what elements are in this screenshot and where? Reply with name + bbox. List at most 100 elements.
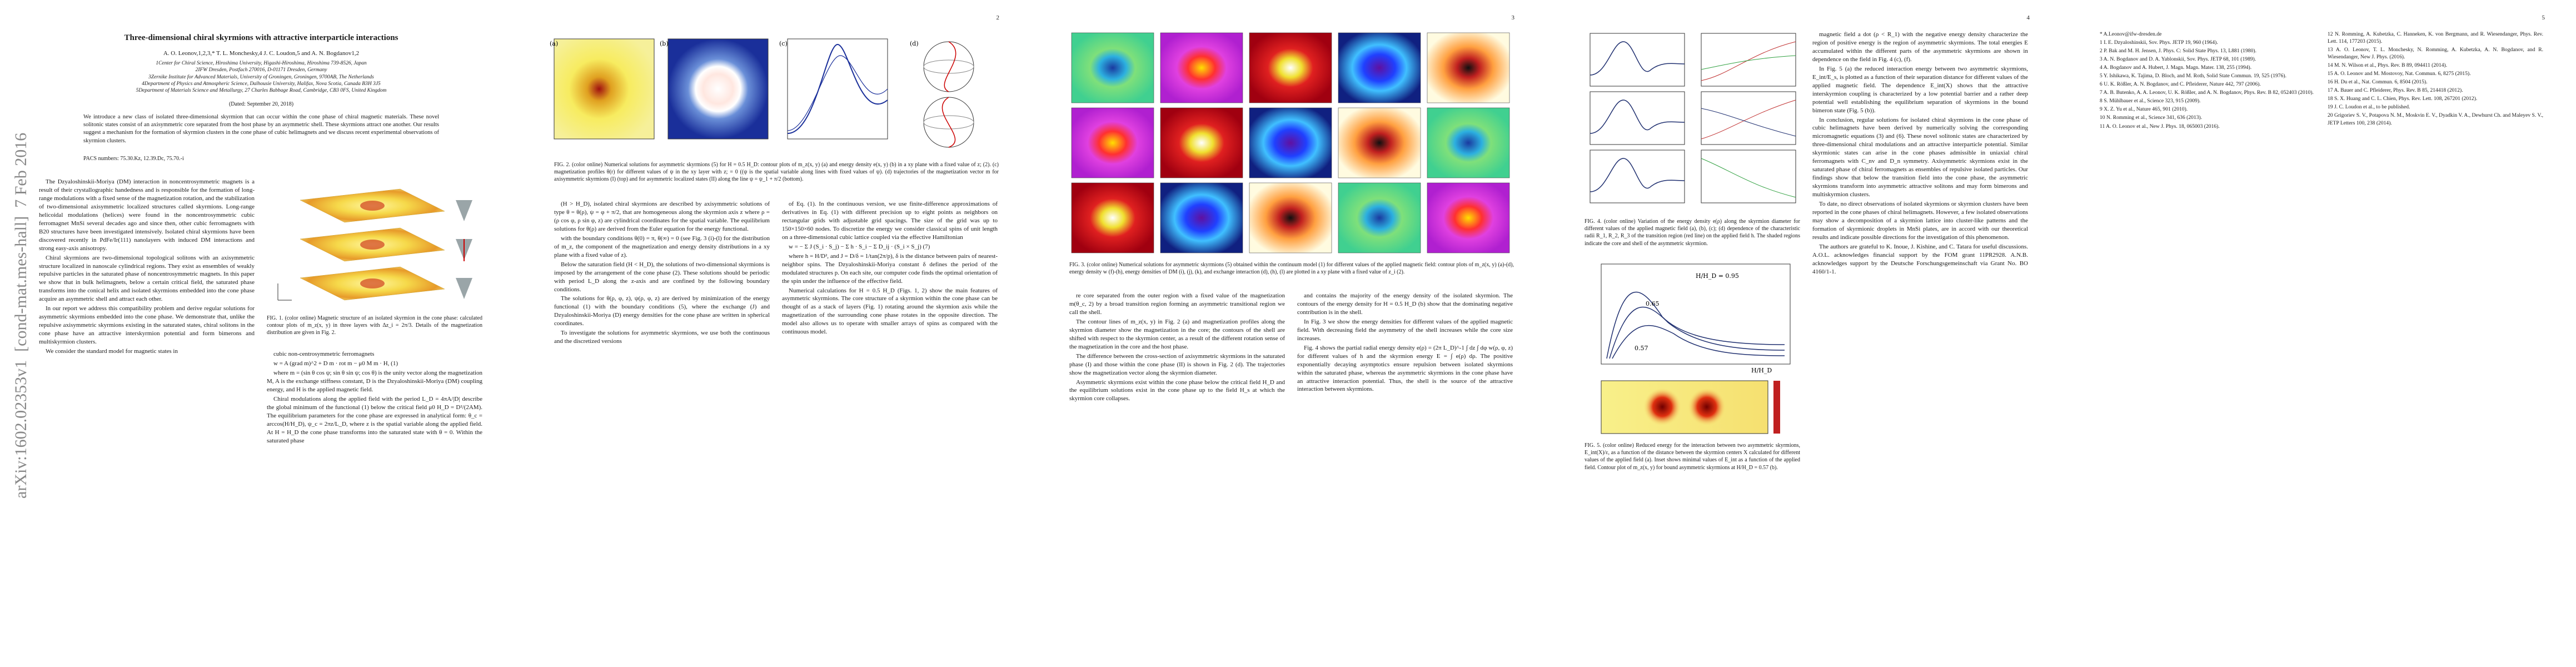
figure-shape xyxy=(1773,381,1780,434)
paragraph: To date, no direct observations of isola… xyxy=(1812,201,2028,241)
figure-caption: FIG. 1. (color online) Magnetic structur… xyxy=(267,315,482,336)
figure-shape xyxy=(554,38,655,140)
figure-shape xyxy=(1701,158,1796,198)
figure-shape xyxy=(1609,306,1785,359)
paragraph: and contains the majority of the energy … xyxy=(1297,292,1513,316)
panel-label: (c) xyxy=(779,40,788,47)
colour-map xyxy=(1071,182,1154,253)
paragraph: Chiral skyrmions are two-dimensional top… xyxy=(39,254,255,303)
figure-caption: FIG. 5. (color online) Reduced energy fo… xyxy=(1585,442,1800,471)
figure-shape xyxy=(667,38,769,140)
figure-shape xyxy=(1643,388,1681,426)
paragraph: 20 Grigoriev S. V., Potapova N. M., Mosk… xyxy=(2328,112,2543,126)
line: 1Center for Chiral Science, Hiroshima Un… xyxy=(156,61,367,66)
figure-shape xyxy=(923,115,974,130)
page-3: 3 FIG. 3. (color online) Numerical solut… xyxy=(1030,0,1546,667)
axis-label: H/H_D xyxy=(1751,367,1772,374)
paragraph: 6 U. K. Rößler, A. N. Bogdanov, and C. P… xyxy=(2100,81,2261,88)
paragraph: The Dzyaloshinskii-Moriya (DM) interacti… xyxy=(39,178,255,252)
paragraph: 3 A. N. Bogdanov and D. A. Yablonskii, S… xyxy=(2100,56,2256,63)
figure-shape xyxy=(1606,291,1785,359)
paragraph: In Fig. 3 we show the energy densities f… xyxy=(1297,318,1513,342)
paragraph: 19 J. C. Loudon et al., to be published. xyxy=(2328,104,2410,111)
figure-shape xyxy=(1590,91,1685,145)
paragraph: 12 N. Romming, A. Kubetzka, C. Hanneken,… xyxy=(2328,31,2543,45)
paragraph: Fig. 4 shows the partial radial energy d… xyxy=(1297,344,1513,393)
paragraph: of Eq. (1). In the continuous version, w… xyxy=(782,201,998,241)
line: 3Zernike Institute for Advanced Material… xyxy=(148,74,374,80)
paragraph: Chiral modulations along the applied fie… xyxy=(267,395,482,444)
figure-2: (a) (b) (c) (d) xyxy=(550,38,974,148)
figure-shape xyxy=(1590,158,1685,192)
paragraph: 18 S. X. Huang and C. L. Chien, Phys. Re… xyxy=(2328,96,2478,102)
paragraph: To investigate the solutions for asymmet… xyxy=(554,330,770,345)
paragraph: 10 N. Romming et al., Science 341, 636 (… xyxy=(2100,115,2203,121)
paragraph: 13 A. O. Leonov, T. L. Monchesky, N. Rom… xyxy=(2328,47,2543,61)
figure-shape xyxy=(923,59,974,74)
paragraph: 2 P. Bak and M. H. Jensen, J. Phys. C: S… xyxy=(2100,48,2256,54)
column: (H > H_D), isolated chiral skyrmions are… xyxy=(554,200,770,347)
paragraph: The difference between the cross-section… xyxy=(1069,352,1285,376)
curve-label: 0.65 xyxy=(1646,300,1660,307)
references: * A.Leonov@ifw-dresden.de 1 I. E. Dzyalos… xyxy=(2100,31,2315,131)
figure-shape xyxy=(1701,150,1796,203)
column: magnetic field a dot (ρ < R_1) with the … xyxy=(1812,31,2028,277)
figure-4 xyxy=(1590,33,1796,203)
colour-map xyxy=(1071,107,1154,178)
figure-caption: FIG. 4. (color online) Variation of the … xyxy=(1585,218,1800,247)
figure-shape xyxy=(1590,41,1685,76)
paragraph: 14 M. N. Wilson et al., Phys. Rev. B 89,… xyxy=(2328,62,2448,69)
paragraph: cubic non-centrosymmetric ferromagnets xyxy=(273,351,375,357)
paragraph: The authors are grateful to K. Inoue, J.… xyxy=(1812,243,2028,275)
paragraph: 7 A. B. Butenko, A. A. Leonov, U. K. Röß… xyxy=(2100,89,2314,96)
paragraph: 11 A. O. Leonov et al., New J. Phys. 18,… xyxy=(2100,123,2220,130)
figure-shape xyxy=(1590,99,1685,134)
figure-shape xyxy=(456,200,472,221)
date: (Dated: September 20, 2018) xyxy=(228,101,294,107)
column: and contains the majority of the energy … xyxy=(1297,292,1513,395)
figure-shape xyxy=(923,97,974,148)
colour-map xyxy=(1071,32,1154,103)
page-number: 3 xyxy=(1511,14,1515,21)
paragraph: In conclusion, regular solutions for iso… xyxy=(1812,116,2028,198)
paragraph: magnetic field a dot (ρ < R_1) with the … xyxy=(1812,31,2028,63)
figure-shape xyxy=(1590,150,1685,203)
page-5: 5 * A.Leonov@ifw-dresden.de 1 I. E. Dzyal… xyxy=(2061,0,2576,667)
paragraph: 8 S. Mühlbauer et al., Science 323, 915 … xyxy=(2100,98,2201,104)
colour-map xyxy=(1427,107,1510,178)
figure-shape xyxy=(1701,41,1796,81)
paragraph: Numerical calculations for H = 0.5 H_D (… xyxy=(782,287,998,336)
figure-shape xyxy=(1590,33,1685,87)
line: 4Department of Physics and Atmospheric S… xyxy=(142,81,381,87)
colour-map xyxy=(1427,182,1510,253)
column: cubic non-centrosymmetric ferromagnets w … xyxy=(267,350,482,446)
figure-shape xyxy=(277,188,472,301)
colour-map xyxy=(1338,32,1421,103)
figure-5: H/H_D = 0.95 0.65 0.57 H/H_D xyxy=(1601,263,1791,434)
column: The Dzyaloshinskii-Moriya (DM) interacti… xyxy=(39,178,255,357)
colour-map xyxy=(1249,107,1332,178)
colour-map xyxy=(1427,32,1510,103)
authors: A. O. Leonov,1,2,3,* T. L. Monchesky,4 J… xyxy=(163,50,360,57)
paragraph: 4 A. Bogdanov and A. Hubert, J. Magn. Ma… xyxy=(2100,64,2252,71)
figure-shape xyxy=(360,240,385,250)
figure-shape xyxy=(944,41,956,92)
figure-shape xyxy=(787,55,888,131)
figure-1 xyxy=(277,188,472,301)
affiliations: 1Center for Chiral Science, Hiroshima Un… xyxy=(67,60,456,94)
paragraph: 16 H. Du et al., Nat. Commun. 6, 8504 (2… xyxy=(2328,79,2428,86)
panel-label: (b) xyxy=(660,40,669,47)
figure-shape xyxy=(1701,108,1796,137)
panel-label: (d) xyxy=(910,40,919,47)
figure-shape xyxy=(1701,99,1796,140)
paragraph: re core separated from the outer region … xyxy=(1069,292,1285,316)
figure-shape xyxy=(1688,388,1726,426)
paragraph: (H > H_D), isolated chiral skyrmions are… xyxy=(554,201,770,232)
paragraph: where m = (sin θ cos ψ; sin θ sin ψ; cos… xyxy=(267,369,482,393)
page-1: Three-dimensional chiral skyrmions with … xyxy=(0,0,515,667)
figure-caption: FIG. 3. (color online) Numerical solutio… xyxy=(1069,262,1514,276)
figure-shape xyxy=(1601,263,1791,365)
paragraph: with the boundary conditions θ(0) = π, θ… xyxy=(554,235,770,258)
